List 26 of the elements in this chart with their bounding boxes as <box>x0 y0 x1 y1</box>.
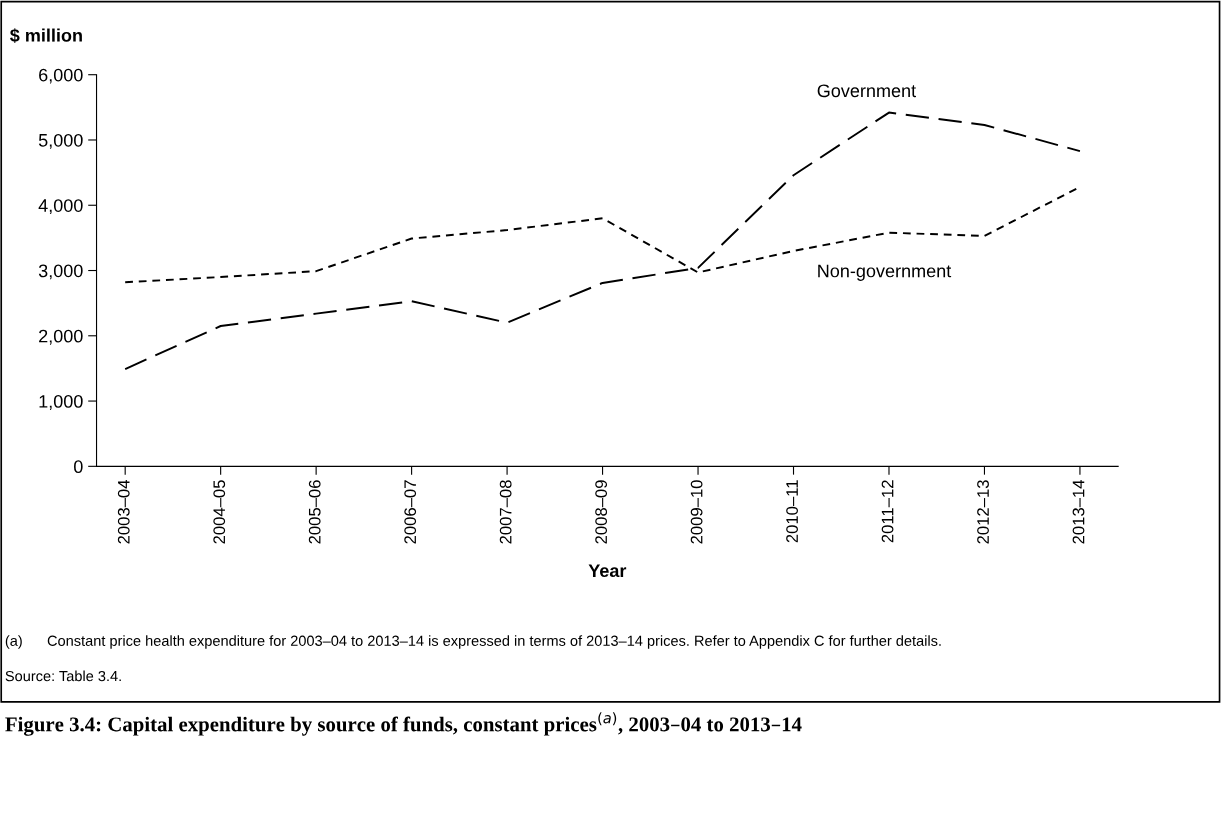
y-tick-label: 0 <box>74 460 83 474</box>
x-tick-label: 2011–12 <box>881 480 894 543</box>
series-label: Non-government <box>818 264 952 281</box>
text: (a) Constant price health expenditure for 2003–04 to 2013–14 is expressed in terms of 2013–14 prices. Refer to Appendix C for further details. <box>5 635 941 649</box>
text: Figure 3.4: Capital expenditure by source of funds, constant prices$^{(a)}$, 2003–04 to 2013–14 <box>5 712 802 736</box>
x-tick-label: 2003–04 <box>117 480 130 544</box>
x-tick-label: 2004–05 <box>213 480 226 544</box>
x-tick-label: 2013–14 <box>1072 480 1085 544</box>
x-tick-label: 2010–11 <box>786 480 798 543</box>
x-tick-label: 2009–10 <box>690 480 703 544</box>
y-tick-label: 6,000 <box>39 68 83 84</box>
x-tick-label: 2005–06 <box>308 480 321 544</box>
y-axis-title: $ million <box>10 28 82 43</box>
y-tick-label: 1,000 <box>39 394 83 410</box>
series-label: Government <box>817 84 916 98</box>
x-tick-label: 2007–08 <box>499 480 512 544</box>
x-tick-label: 2012–13 <box>977 480 989 544</box>
x-tick-label: 2006–07 <box>404 480 417 544</box>
x-axis-title: Year <box>588 564 627 578</box>
source-note: Source: Table 3.4. <box>5 670 121 682</box>
line-series <box>124 111 1081 371</box>
y-tick-label: 3,000 <box>38 264 83 280</box>
y-tick-label: 2,000 <box>39 329 83 345</box>
y-tick-label: 5,000 <box>38 133 83 149</box>
x-tick-label: 2008–09 <box>595 480 608 544</box>
y-tick-label: 4,000 <box>38 199 83 215</box>
